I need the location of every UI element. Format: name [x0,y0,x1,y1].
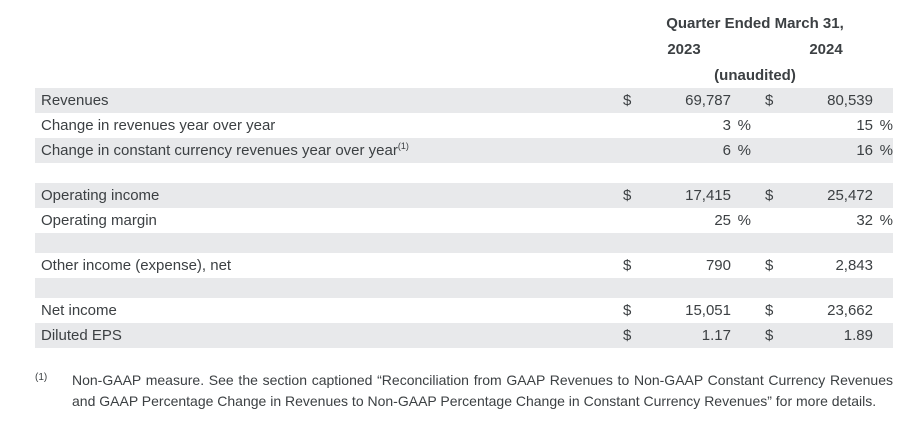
currency-symbol-2024: $ [765,257,774,274]
row-label: Operating margin [41,212,157,229]
row-label: Other income (expense), net [41,257,232,274]
footnote-ref: (1) [397,141,409,151]
value-2024: 2,843 [835,257,873,274]
row-label: Change in revenues year over year [41,117,276,134]
percent-sign-2024: % [879,117,893,134]
table-row: Operating margin 25% 32% [35,208,893,233]
header-column-gap [748,41,762,58]
spacer-row [35,278,893,298]
row-label: Net income [41,302,117,319]
table-row: Net income $15,051 $23,662 [35,298,893,323]
percent-sign-2023: % [737,212,751,229]
spacer-row [35,163,893,183]
value-2024: 15 [856,117,873,134]
value-2023: 17,415 [685,187,731,204]
header-years: 2023 2024 [620,41,890,58]
financial-table: Revenues $69,787 $80,539 Change in revenues… [35,88,893,348]
value-2023: 1.17 [701,327,731,344]
footnote: (1) Non-GAAP measure. See the section ca… [35,370,893,412]
currency-symbol-2023: $ [623,92,632,109]
value-2023: 6 [722,142,731,159]
value-2023: 15,051 [685,302,731,319]
value-2024: 80,539 [827,92,873,109]
value-2023: 25 [714,212,731,229]
currency-symbol-2023: $ [623,257,632,274]
value-2023: 3 [722,117,731,134]
currency-symbol-2024: $ [765,302,774,319]
table-row: Operating income $17,415 $25,472 [35,183,893,208]
header-unaudited-row: (unaudited) [35,62,893,88]
earnings-summary: Quarter Ended March 31, 2023 2024 (unaud… [35,10,893,412]
spacer-row [35,233,893,253]
header-years-row: 2023 2024 [35,36,893,62]
footnote-marker: (1) [35,372,48,383]
value-2024: 23,662 [827,302,873,319]
value-2024: 16 [856,142,873,159]
header-year-2023: 2023 [667,40,701,58]
percent-sign-2024: % [879,142,893,159]
currency-symbol-2024: $ [765,327,774,344]
table-row: Change in revenues year over year 3% 15% [35,113,893,138]
percent-sign-2023: % [737,117,751,134]
value-2023: 69,787 [685,92,731,109]
row-label: Diluted EPS [41,327,122,344]
percent-sign-2023: % [737,142,751,159]
footnote-text: Non-GAAP measure. See the section captio… [72,372,893,409]
header-year-2024: 2024 [809,40,843,58]
value-2024: 25,472 [827,187,873,204]
header-title: Quarter Ended March 31, [666,14,844,32]
table-row: Diluted EPS $1.17 $1.89 [35,323,893,348]
row-label: Revenues [41,92,109,109]
value-2023: 790 [705,257,731,274]
table-row: Revenues $69,787 $80,539 [35,88,893,113]
row-label: Change in constant currency revenues yea… [41,141,409,160]
header-unaudited-label: (unaudited) [714,66,796,84]
value-2024: 32 [856,212,873,229]
percent-sign-2024: % [879,212,893,229]
row-label: Operating income [41,187,160,204]
header-title-row: Quarter Ended March 31, [35,10,893,36]
table-row: Other income (expense), net $790 $2,843 [35,253,893,278]
currency-symbol-2024: $ [765,92,774,109]
currency-symbol-2023: $ [623,302,632,319]
currency-symbol-2024: $ [765,187,774,204]
table-header: Quarter Ended March 31, 2023 2024 (unaud… [35,10,893,88]
currency-symbol-2023: $ [623,327,632,344]
currency-symbol-2023: $ [623,187,632,204]
table-row: Change in constant currency revenues yea… [35,138,893,163]
value-2024: 1.89 [843,327,873,344]
